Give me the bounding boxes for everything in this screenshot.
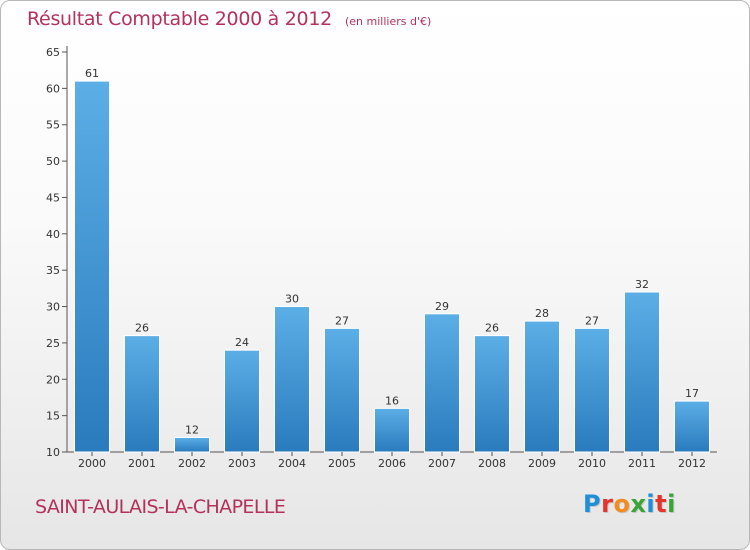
bar (74, 80, 110, 453)
y-tick-label: 20 (46, 373, 60, 386)
commune-name: SAINT-AULAIS-LA-CHAPELLE (35, 496, 286, 518)
logo-letter: P (583, 490, 602, 518)
logo-letter: t (655, 490, 668, 518)
title-row: Résultat Comptable 2000 à 2012 (en milli… (27, 8, 431, 30)
bar-value-label: 30 (285, 293, 299, 306)
bar-value-label: 16 (385, 394, 399, 407)
y-tick-label: 55 (46, 119, 60, 132)
bar-value-label: 17 (685, 387, 699, 400)
y-tick-label: 30 (46, 301, 60, 314)
logo-letter: o (613, 490, 631, 518)
y-tick-label: 25 (46, 337, 60, 350)
x-tick-label: 2006 (378, 457, 406, 470)
bar-value-label: 32 (635, 278, 649, 291)
bar (124, 335, 160, 453)
y-tick-label: 60 (46, 82, 60, 95)
x-tick-label: 2002 (178, 457, 206, 470)
bar-value-label: 26 (135, 322, 149, 335)
bar (524, 320, 560, 453)
proxiti-logo: Proxiti (583, 490, 676, 518)
x-tick-label: 2004 (278, 457, 306, 470)
bar-value-label: 29 (435, 300, 449, 313)
bar-value-label: 27 (585, 314, 599, 327)
bar (224, 349, 260, 453)
x-tick-label: 2009 (528, 457, 556, 470)
bar-value-label: 27 (335, 314, 349, 327)
bar (624, 291, 660, 453)
bar (324, 327, 360, 453)
y-tick-label: 15 (46, 410, 60, 423)
bar-value-label: 28 (535, 307, 549, 320)
y-tick-label: 35 (46, 264, 60, 277)
x-tick-label: 2011 (628, 457, 656, 470)
bar (674, 400, 710, 453)
x-tick-label: 2010 (578, 457, 606, 470)
y-tick-label: 40 (46, 228, 60, 241)
x-tick-label: 2000 (78, 457, 106, 470)
logo-letter: i (646, 490, 656, 518)
y-tick-label: 50 (46, 155, 60, 168)
y-tick-label: 10 (46, 446, 60, 459)
logo-letter: x (630, 490, 647, 518)
y-tick-label: 65 (46, 46, 60, 59)
x-tick-label: 2007 (428, 457, 456, 470)
x-tick-label: 2012 (678, 457, 706, 470)
bar (574, 327, 610, 453)
bar (424, 313, 460, 453)
logo-letter: i (667, 490, 676, 518)
bar (474, 335, 510, 453)
y-tick-label: 45 (46, 191, 60, 204)
chart-title: Résultat Comptable 2000 à 2012 (27, 8, 332, 30)
bar-value-label: 26 (485, 322, 499, 335)
x-tick-label: 2008 (478, 457, 506, 470)
bar-value-label: 24 (235, 336, 249, 349)
bar-value-label: 61 (85, 67, 99, 80)
logo-letter: r (601, 490, 614, 518)
bar-chart: 10 15 20 25 30 35 40 45 50 55 60 65 61 2000 26 2001 12 20… (46, 46, 717, 470)
x-tick-label: 2003 (228, 457, 256, 470)
bar (374, 407, 410, 453)
bar (274, 306, 310, 453)
bar-value-label: 12 (185, 423, 199, 436)
x-tick-label: 2001 (128, 457, 156, 470)
x-tick-label: 2005 (328, 457, 356, 470)
chart-subtitle: (en milliers d'€) (344, 15, 432, 28)
bar (174, 436, 210, 453)
